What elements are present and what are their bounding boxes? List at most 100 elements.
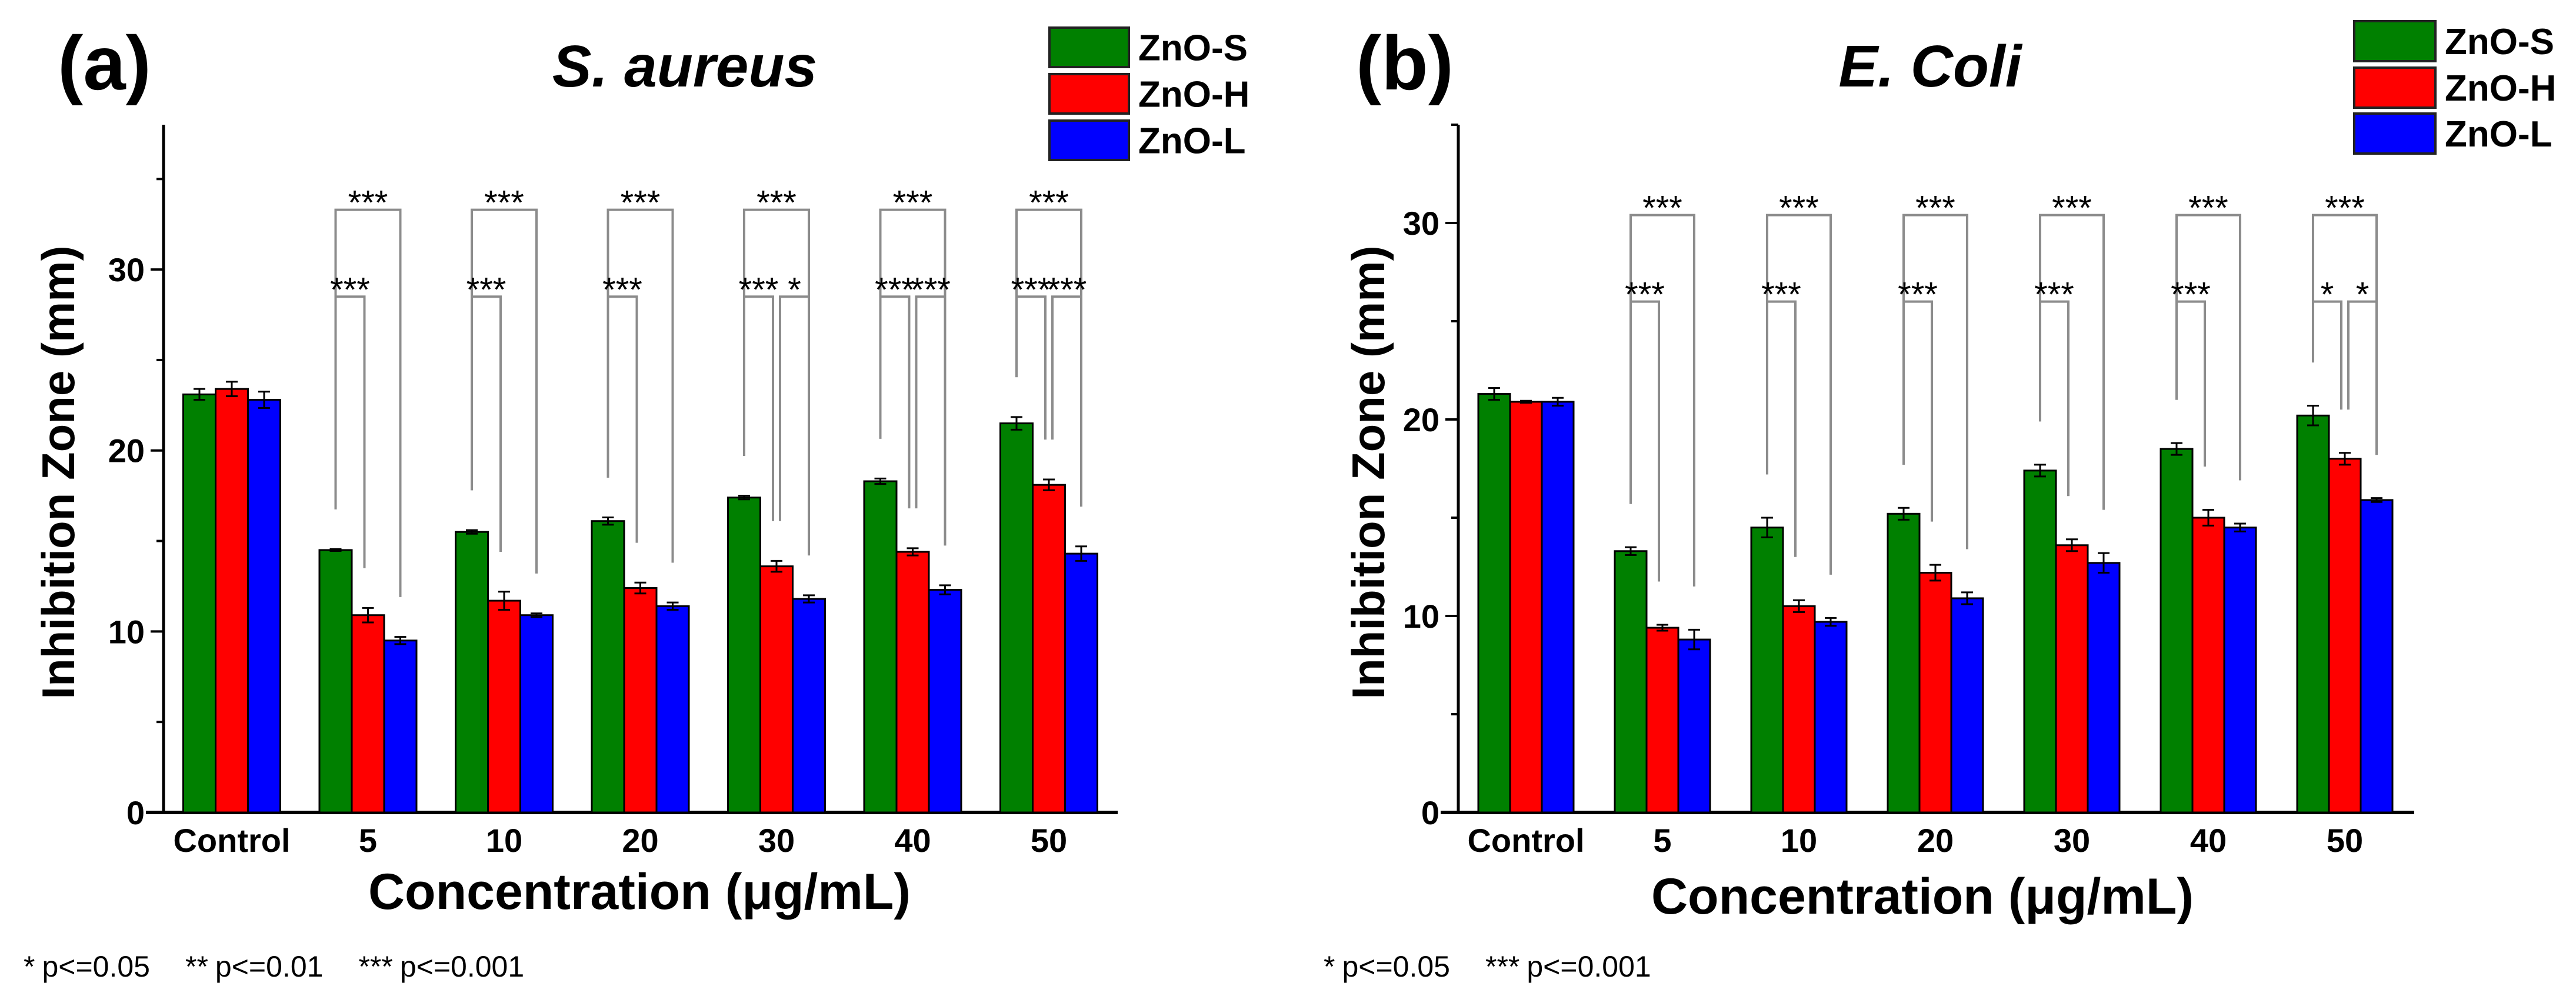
significance-mark: *** — [1011, 271, 1051, 309]
bar-zno-s — [2160, 448, 2194, 814]
bar-zno-l — [2087, 562, 2121, 814]
x-tick-label: 20 — [1917, 822, 1954, 859]
bar-zno-h — [351, 614, 385, 814]
significance-mark: *** — [1625, 276, 1665, 314]
legend-swatch-zno-h — [1048, 73, 1130, 115]
significance-bracket — [743, 295, 774, 521]
bar-zno-s — [999, 422, 1034, 814]
legend-label: ZnO-L — [2445, 114, 2552, 155]
error-bar — [1488, 387, 1500, 401]
error-bar — [2098, 552, 2110, 574]
y-tick-label: 20 — [1403, 401, 1439, 438]
bar-zno-h — [1645, 627, 1679, 814]
error-bar — [1520, 399, 1532, 404]
bar-zno-s — [1750, 527, 1784, 814]
bar-zno-h — [2328, 458, 2362, 814]
significance-bracket — [2175, 214, 2241, 481]
bar-zno-h — [1509, 401, 1543, 814]
error-bar — [2066, 538, 2078, 552]
significance-mark: *** — [348, 184, 388, 222]
error-bar — [329, 548, 342, 552]
error-bar — [2307, 405, 2319, 427]
bar-zno-s — [727, 497, 761, 814]
bar-zno-l — [1541, 401, 1575, 814]
error-bar — [1011, 416, 1022, 431]
significance-mark: *** — [621, 184, 661, 222]
bar-zno-h — [1918, 572, 1952, 814]
significance-bracket — [471, 208, 538, 574]
bar-zno-s — [1614, 550, 1648, 814]
significance-mark: *** — [1898, 276, 1938, 314]
significance-bracket — [606, 295, 638, 543]
footnote-stars: *** — [1485, 950, 1519, 983]
significance-bracket — [2347, 300, 2378, 455]
significance-bracket — [471, 295, 502, 552]
bar-zno-l — [792, 598, 826, 814]
bar-zno-l — [247, 399, 281, 814]
significance-mark: *** — [757, 184, 797, 222]
error-bar — [1075, 545, 1087, 562]
x-tick-label: 10 — [486, 822, 522, 859]
significance-mark: *** — [2052, 189, 2092, 228]
bar-zno-l — [928, 589, 962, 814]
error-bar — [738, 495, 750, 501]
x-tick-label: 10 — [1781, 822, 1817, 859]
significance-mark: *** — [1642, 189, 1682, 228]
legend-swatch-zno-s — [1048, 26, 1130, 68]
error-bar — [258, 391, 270, 409]
y-axis-label: Inhibition Zone (mm) — [32, 245, 84, 699]
error-bar — [771, 559, 782, 573]
bar-zno-h — [1782, 605, 1816, 814]
error-bar — [394, 636, 406, 645]
bar-zno-s — [182, 393, 216, 814]
bar-zno-s — [318, 549, 353, 814]
significance-mark: * — [788, 271, 801, 309]
error-bar — [1688, 628, 1700, 651]
error-bar — [1961, 591, 1973, 605]
y-tick-label: 0 — [126, 794, 145, 831]
bar-zno-l — [2223, 527, 2257, 814]
bar-zno-s — [1887, 512, 1921, 814]
bar-zno-s — [1477, 393, 1511, 814]
x-axis-label: Concentration (μg/mL) — [368, 864, 911, 920]
legend-swatch-zno-h — [2353, 66, 2437, 109]
footnote-label: p<=0.001 — [1527, 950, 1651, 983]
bar-zno-l — [519, 614, 554, 814]
significance-bracket — [334, 208, 402, 597]
significance-bracket — [1766, 214, 1832, 575]
footnote-stars: ** — [185, 950, 208, 983]
error-bar — [602, 517, 614, 526]
bar-zno-h — [2191, 517, 2225, 814]
error-bar — [2234, 522, 2246, 532]
significance-bracket — [2312, 300, 2342, 410]
x-tick-label: 30 — [2054, 822, 2090, 859]
y-axis-label: Inhibition Zone (mm) — [1342, 245, 1394, 699]
error-bar — [874, 477, 887, 485]
x-tick-label: 20 — [622, 822, 658, 859]
significance-mark: *** — [1029, 184, 1069, 222]
significance-mark: *** — [2188, 189, 2228, 228]
footnote-label: p<=0.01 — [215, 950, 324, 983]
footnote-label: p<=0.05 — [1342, 950, 1450, 983]
panel-label: (b) — [1356, 20, 1454, 106]
x-tick-label: 5 — [1653, 822, 1671, 859]
significance-bracket — [1051, 295, 1082, 507]
error-bar — [2371, 497, 2382, 503]
x-tick-label: Control — [173, 822, 290, 859]
significance-mark: * — [2356, 276, 2370, 314]
legend-swatch-zno-l — [2353, 112, 2437, 155]
significance-bracket — [2039, 214, 2105, 510]
bar-zno-h — [215, 388, 249, 814]
significance-mark: *** — [1915, 189, 1955, 228]
error-bar — [1761, 517, 1773, 538]
error-bar — [1657, 624, 1668, 632]
significance-mark: *** — [2325, 189, 2365, 228]
y-tick-label: 30 — [108, 251, 145, 288]
y-tick-label: 20 — [108, 432, 145, 469]
error-bar — [634, 581, 647, 595]
significance-mark: *** — [1047, 271, 1087, 309]
x-tick-label: 40 — [2190, 822, 2227, 859]
significance-mark: *** — [1779, 189, 1819, 228]
error-bar — [1898, 507, 1909, 521]
significance-bracket — [1629, 300, 1660, 582]
